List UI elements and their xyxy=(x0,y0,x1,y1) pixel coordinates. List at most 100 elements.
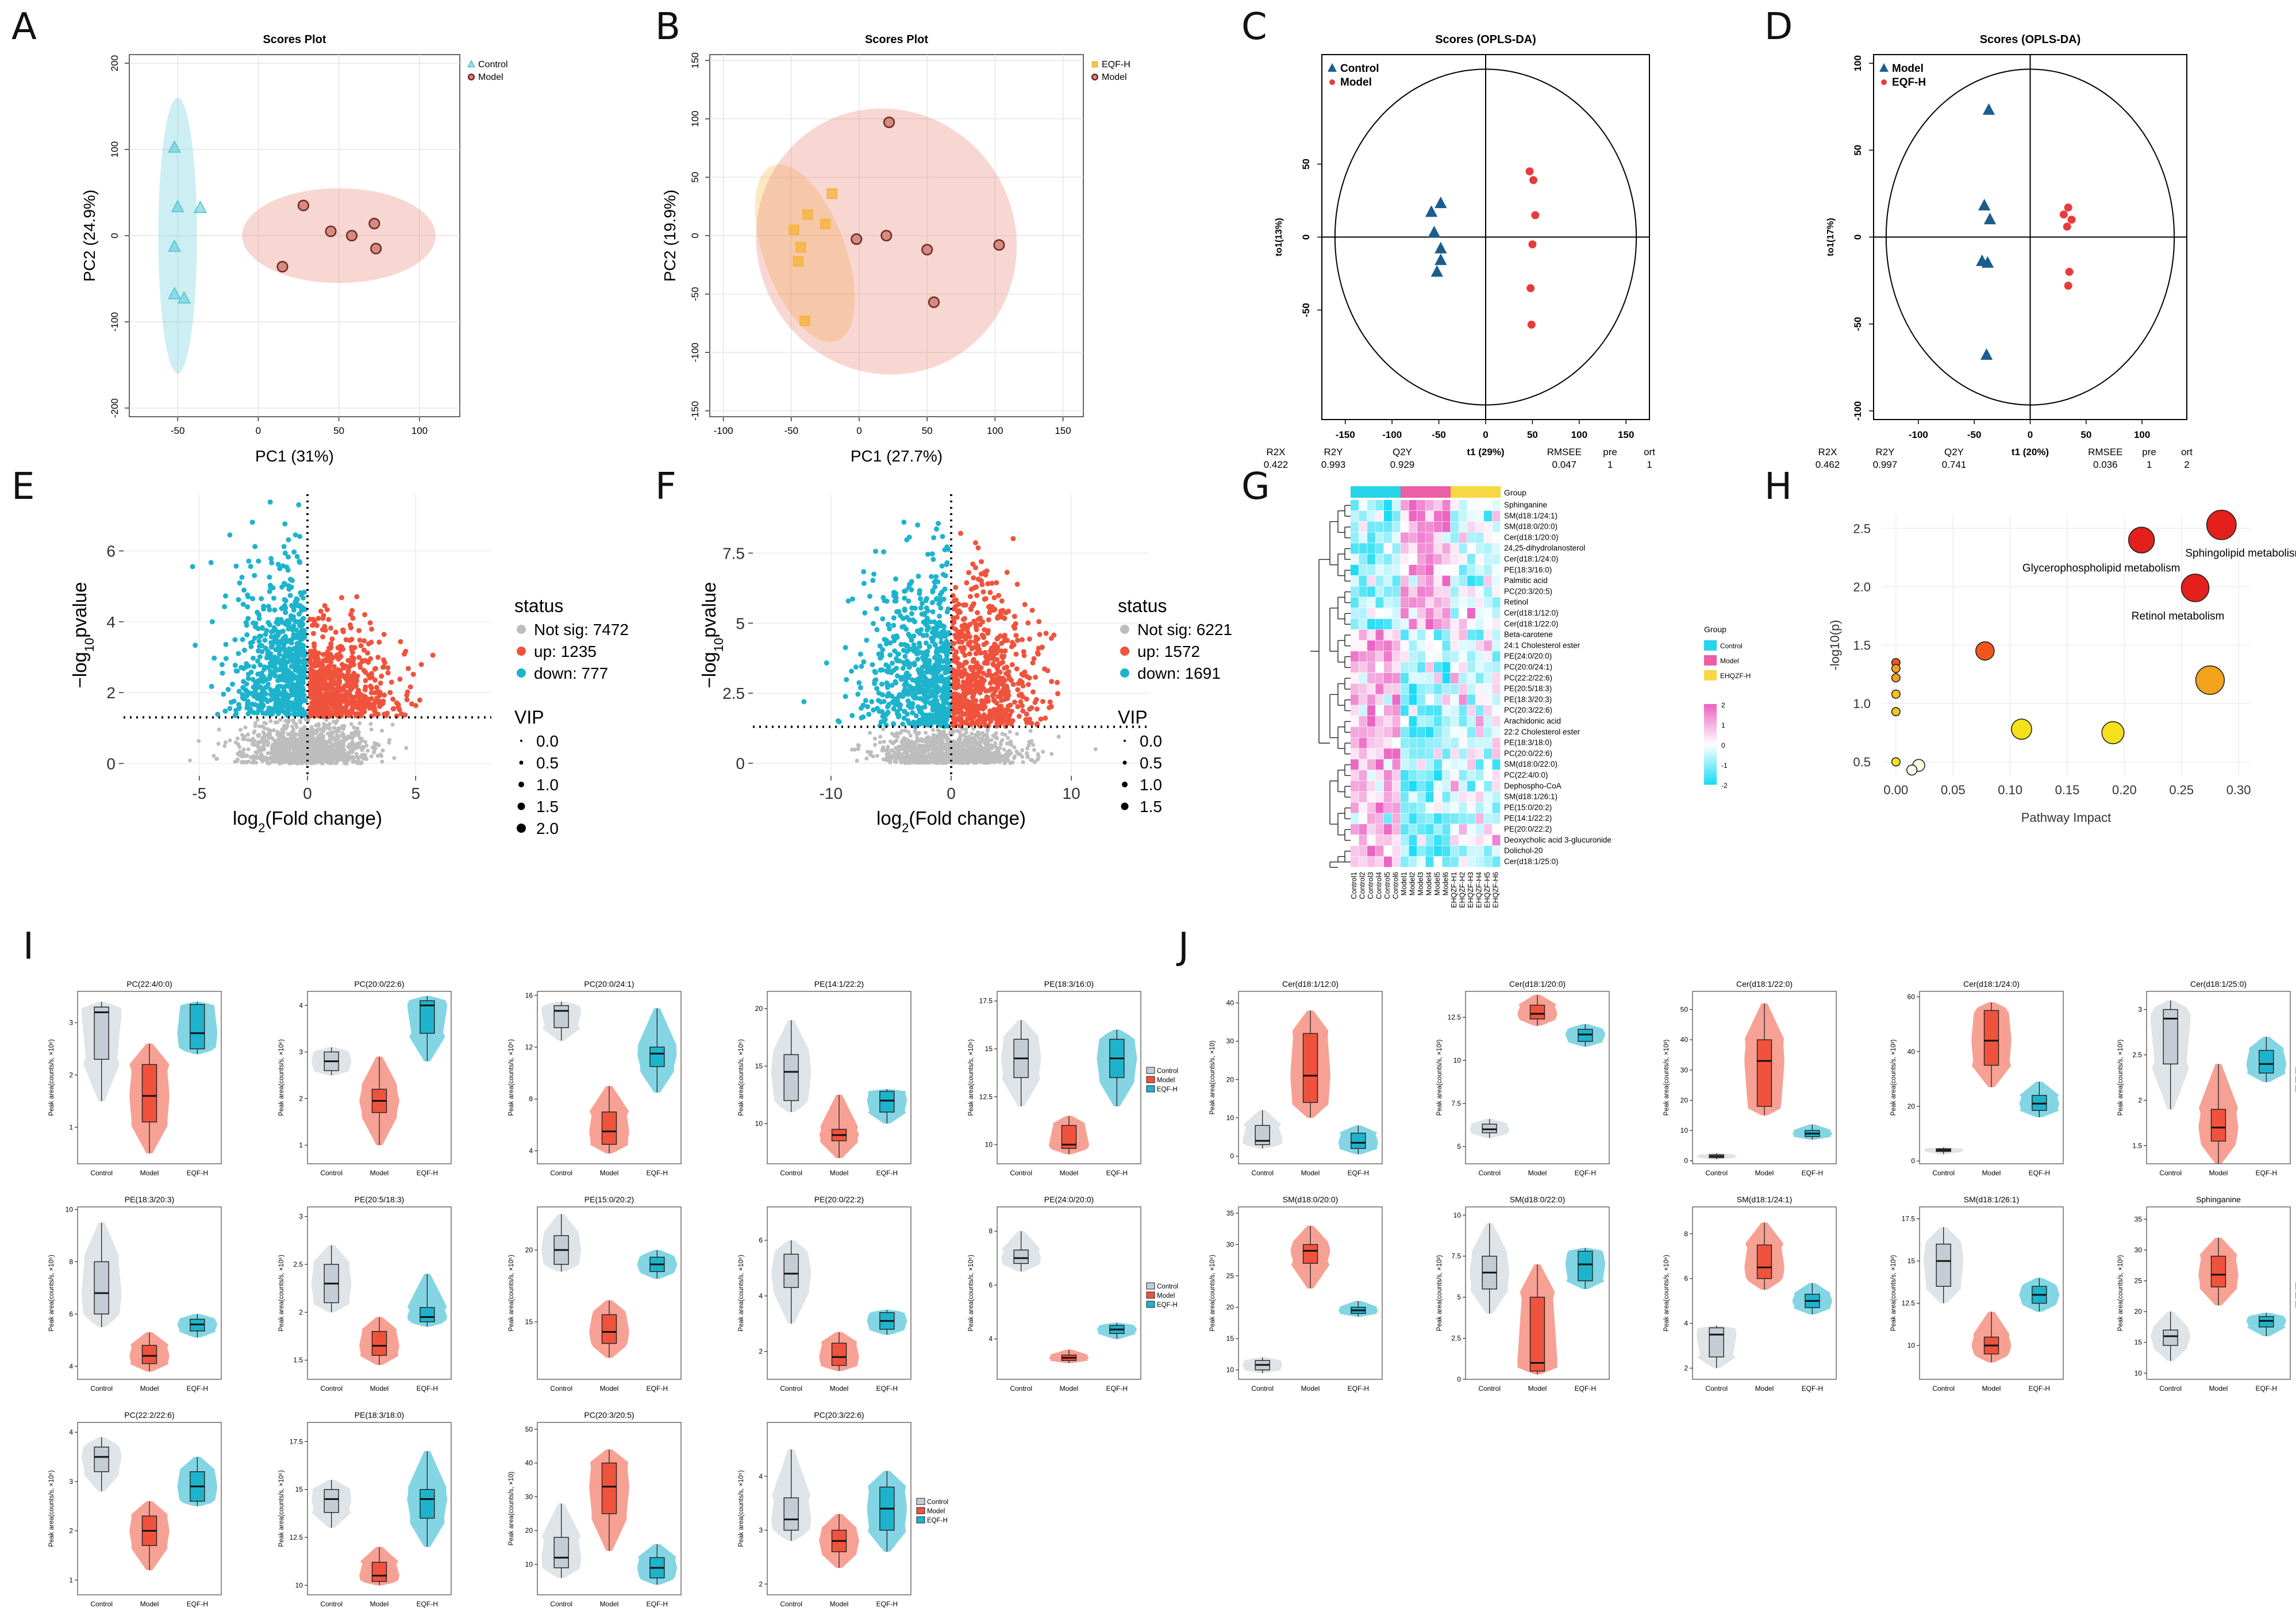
down-point xyxy=(929,551,935,557)
down-point xyxy=(906,683,912,689)
not-sig-point xyxy=(297,748,301,753)
down-point xyxy=(280,658,286,664)
not-sig-point xyxy=(906,730,911,734)
up-point xyxy=(964,580,970,586)
down-point xyxy=(909,637,914,643)
down-point xyxy=(859,715,864,721)
not-sig-point xyxy=(228,738,232,743)
up-point xyxy=(349,685,355,691)
up-point xyxy=(1006,609,1012,614)
not-sig-point xyxy=(330,752,334,757)
down-point xyxy=(922,675,928,681)
not-sig-point xyxy=(319,751,324,756)
not-sig-point xyxy=(286,738,290,743)
down-point xyxy=(297,703,302,709)
not-sig-point xyxy=(987,739,991,743)
up-point xyxy=(365,650,371,656)
up-point xyxy=(1034,650,1040,656)
not-sig-point xyxy=(947,749,952,754)
down-point xyxy=(290,627,295,633)
down-point xyxy=(245,676,251,682)
up-point xyxy=(967,642,972,648)
not-sig-point xyxy=(899,729,904,733)
up-point xyxy=(1002,648,1008,654)
not-sig-point xyxy=(871,754,875,759)
not-sig-point xyxy=(271,750,276,755)
up-point xyxy=(1024,696,1029,702)
up-point xyxy=(332,688,337,694)
down-point xyxy=(294,632,300,638)
down-point xyxy=(286,537,291,543)
up-point xyxy=(950,669,956,675)
up-point xyxy=(1007,712,1013,718)
up-point xyxy=(1032,699,1038,705)
not-sig-point xyxy=(345,737,349,741)
up-point xyxy=(309,695,315,701)
legend-label: Model xyxy=(1340,76,1372,89)
up-point xyxy=(968,606,974,612)
down-point xyxy=(284,692,290,698)
up-point xyxy=(316,616,321,621)
up-point xyxy=(961,691,967,697)
down-point xyxy=(272,660,278,666)
up-point xyxy=(964,627,970,633)
up-point xyxy=(963,660,969,666)
down-point xyxy=(891,721,897,726)
up-point xyxy=(402,712,408,718)
up-point xyxy=(999,614,1005,620)
not-sig-point xyxy=(970,744,975,749)
down-point xyxy=(926,625,932,631)
down-point xyxy=(258,698,264,704)
up-point xyxy=(311,619,317,625)
up-point xyxy=(953,584,959,590)
not-sig-point xyxy=(913,741,917,745)
down-point xyxy=(931,535,937,541)
down-point xyxy=(941,624,947,629)
up-point xyxy=(311,676,317,682)
chart-title: Scores (OPLS-DA) xyxy=(1435,33,1536,46)
not-sig-point xyxy=(988,752,993,757)
down-point xyxy=(267,607,272,613)
legend-title: VIP xyxy=(514,707,544,728)
tick-label: -50 xyxy=(690,287,701,301)
not-sig-point xyxy=(942,743,947,747)
down-point xyxy=(906,584,912,590)
down-point xyxy=(937,592,943,598)
not-sig-point xyxy=(938,734,943,739)
up-point xyxy=(971,618,977,624)
tick-label: -50 xyxy=(784,425,799,436)
tick-label: -5 xyxy=(192,784,206,802)
up-point xyxy=(985,630,991,636)
down-point xyxy=(932,684,937,690)
up-point xyxy=(1045,668,1051,674)
not-sig-point xyxy=(344,759,349,763)
tick-label: 50 xyxy=(2080,429,2091,440)
up-point xyxy=(307,659,313,664)
not-sig-point xyxy=(311,741,316,746)
not-sig-point xyxy=(214,757,219,761)
down-point xyxy=(901,520,907,525)
up-point xyxy=(363,684,368,690)
down-point xyxy=(236,706,241,711)
up-point xyxy=(369,626,375,632)
up-point xyxy=(1010,536,1016,541)
tick-label: -100 xyxy=(1909,429,1928,440)
not-sig-point xyxy=(966,745,970,749)
down-point xyxy=(892,648,898,654)
not-sig-point xyxy=(944,737,949,741)
x-axis-label: t1 (20%) xyxy=(2012,447,2049,457)
up-point xyxy=(1015,687,1021,693)
up-point xyxy=(991,697,997,702)
down-point xyxy=(878,655,883,661)
down-point xyxy=(941,597,947,602)
data-point xyxy=(789,224,799,236)
down-point xyxy=(297,534,303,540)
not-sig-point xyxy=(275,732,280,737)
down-point xyxy=(924,665,930,671)
up-point xyxy=(989,686,994,691)
down-point xyxy=(867,594,873,599)
up-point xyxy=(994,580,999,586)
up-point xyxy=(1021,653,1027,659)
data-point xyxy=(793,256,803,267)
up-point xyxy=(1037,632,1043,637)
